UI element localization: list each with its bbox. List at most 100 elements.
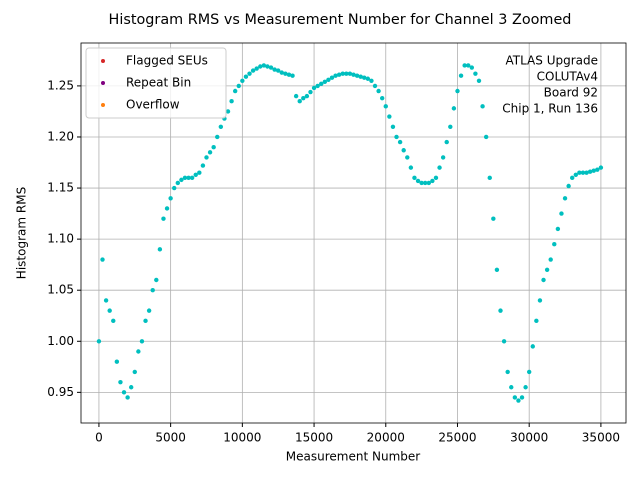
data-point [340, 71, 345, 76]
data-point [491, 216, 496, 221]
x-tick-label: 35000 [582, 431, 620, 445]
data-point [146, 308, 152, 313]
x-axis-label: Measurement Number [286, 450, 420, 464]
data-point [598, 165, 604, 170]
legend-marker [101, 103, 105, 107]
data-point [276, 68, 281, 73]
data-point [96, 339, 102, 344]
data-point [354, 73, 360, 78]
data-point [451, 106, 457, 111]
y-tick-label: 1.15 [47, 181, 74, 195]
data-point [466, 63, 471, 68]
chart-title: Histogram RMS vs Measurement Number for … [109, 12, 572, 28]
data-point [437, 165, 442, 170]
data-point [197, 170, 202, 175]
data-point [125, 395, 130, 400]
y-tick-label: 1.00 [47, 334, 74, 348]
data-point [505, 369, 510, 375]
data-point [182, 175, 188, 181]
data-point [297, 99, 302, 104]
data-point [509, 385, 514, 390]
data-point [562, 196, 568, 201]
data-point [365, 76, 371, 81]
data-point [103, 298, 109, 303]
data-point [168, 196, 173, 201]
data-point [570, 175, 575, 181]
data-point [526, 369, 532, 375]
data-point [333, 73, 338, 78]
data-point [476, 78, 482, 83]
data-point [326, 77, 331, 82]
annotation: ATLAS Upgrade [505, 54, 598, 68]
data-point [243, 74, 249, 79]
data-point [440, 155, 446, 160]
data-point [311, 85, 317, 91]
data-point [412, 175, 417, 181]
data-point [322, 79, 328, 85]
legend-box [85, 47, 227, 119]
data-point [580, 170, 586, 175]
data-point [462, 63, 467, 68]
data-point [304, 93, 310, 99]
data-point [430, 178, 435, 184]
data-point [179, 177, 184, 183]
data-point [336, 72, 342, 77]
data-point [591, 168, 596, 173]
data-point [250, 68, 256, 73]
data-point [283, 71, 288, 76]
data-point [394, 134, 399, 140]
data-point [344, 71, 349, 76]
data-point [207, 150, 213, 155]
data-point [193, 172, 198, 177]
data-point [473, 71, 478, 76]
data-point [405, 155, 410, 160]
plot-frame [80, 42, 627, 424]
data-point [225, 109, 231, 114]
y-tick-label: 1.20 [47, 129, 74, 143]
legend-label: Repeat Bin [126, 76, 191, 90]
x-tick-label: 30000 [510, 431, 548, 445]
data-point [480, 104, 485, 109]
legend-marker [101, 81, 105, 85]
data-point [587, 169, 593, 174]
data-point [204, 155, 209, 160]
data-point [559, 211, 564, 216]
data-point [308, 89, 313, 95]
data-point [265, 64, 270, 69]
data-point [290, 73, 295, 78]
y-tick-label: 0.95 [47, 385, 74, 399]
data-point [372, 83, 378, 89]
data-point [154, 277, 159, 283]
data-point [351, 72, 356, 77]
data-point [512, 395, 518, 400]
data-point [537, 298, 543, 303]
data-point [232, 88, 238, 94]
data-point [419, 180, 424, 186]
data-point [595, 167, 600, 172]
data-point [286, 72, 292, 77]
data-point [150, 288, 155, 293]
data-point [566, 183, 571, 189]
data-point [362, 75, 367, 80]
data-point [516, 398, 521, 403]
x-tick-label: 20000 [367, 431, 405, 445]
data-point [397, 139, 403, 145]
data-point [118, 379, 123, 385]
data-point [319, 81, 324, 87]
data-point [552, 242, 557, 247]
y-tick-label: 1.05 [47, 283, 74, 297]
x-tick-label: 5000 [155, 431, 186, 445]
data-point [215, 134, 220, 140]
data-point [530, 344, 535, 349]
data-point [541, 277, 546, 283]
data-point [175, 180, 181, 186]
data-point [128, 385, 134, 390]
data-point [157, 247, 163, 252]
data-point [544, 267, 550, 272]
data-point [494, 267, 500, 272]
legend-label: Overflow [126, 98, 180, 112]
data-point [229, 99, 234, 104]
legend-label: Flagged SEUs [126, 54, 208, 68]
x-tick-label: 15000 [295, 431, 333, 445]
data-point [573, 172, 579, 177]
